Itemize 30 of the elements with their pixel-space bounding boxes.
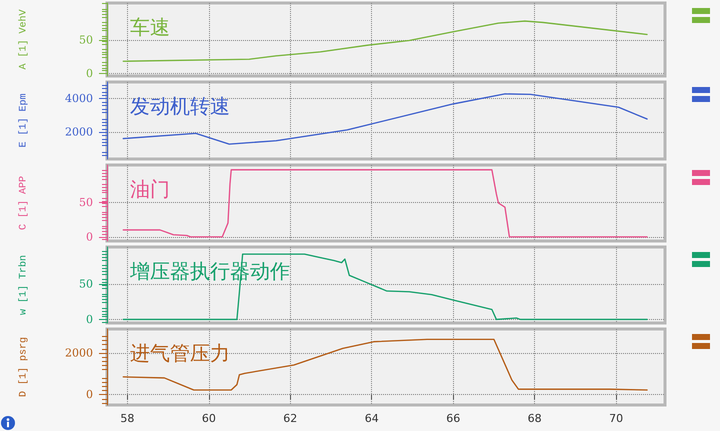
line-series	[122, 253, 648, 320]
x-tick-label: 60	[202, 412, 216, 425]
line-series	[122, 338, 648, 391]
y-tick-label: 2000	[65, 346, 93, 360]
text: 进气管压力	[130, 341, 230, 365]
x-tick-label: 70	[609, 412, 624, 425]
y-tick-label: 0	[86, 388, 93, 402]
y-tick-label: 0	[86, 230, 93, 244]
x-tick-label: 64	[364, 412, 379, 425]
y-axis-title: w [1] Trbn	[18, 254, 30, 316]
y-axis-title: D [1] psrg	[18, 336, 30, 398]
y-tick-label: 0	[86, 66, 93, 80]
y-tick-label: 50	[79, 277, 93, 290]
x-tick-label: 62	[283, 412, 298, 425]
x-tick-label: 58	[120, 412, 134, 425]
y-axis-title: A [1] VehV	[18, 9, 30, 70]
x-tick-label: 66	[446, 412, 460, 425]
line-series	[122, 169, 648, 238]
text: 油门	[130, 177, 170, 201]
y-tick-label: 4000	[65, 92, 93, 106]
y-axis-title: E [1] Epm	[18, 93, 30, 148]
y-axis-title: C [1] APP	[18, 176, 30, 230]
y-tick-label: 50	[79, 33, 93, 46]
text: 发动机转速	[130, 94, 230, 118]
y-tick-label: 0	[86, 312, 93, 326]
y-tick-label: 50	[79, 196, 93, 209]
line-series	[122, 93, 648, 145]
x-tick-label: 68	[528, 412, 542, 425]
text: 车速	[130, 15, 170, 39]
y-tick-label: 2000	[65, 126, 93, 139]
